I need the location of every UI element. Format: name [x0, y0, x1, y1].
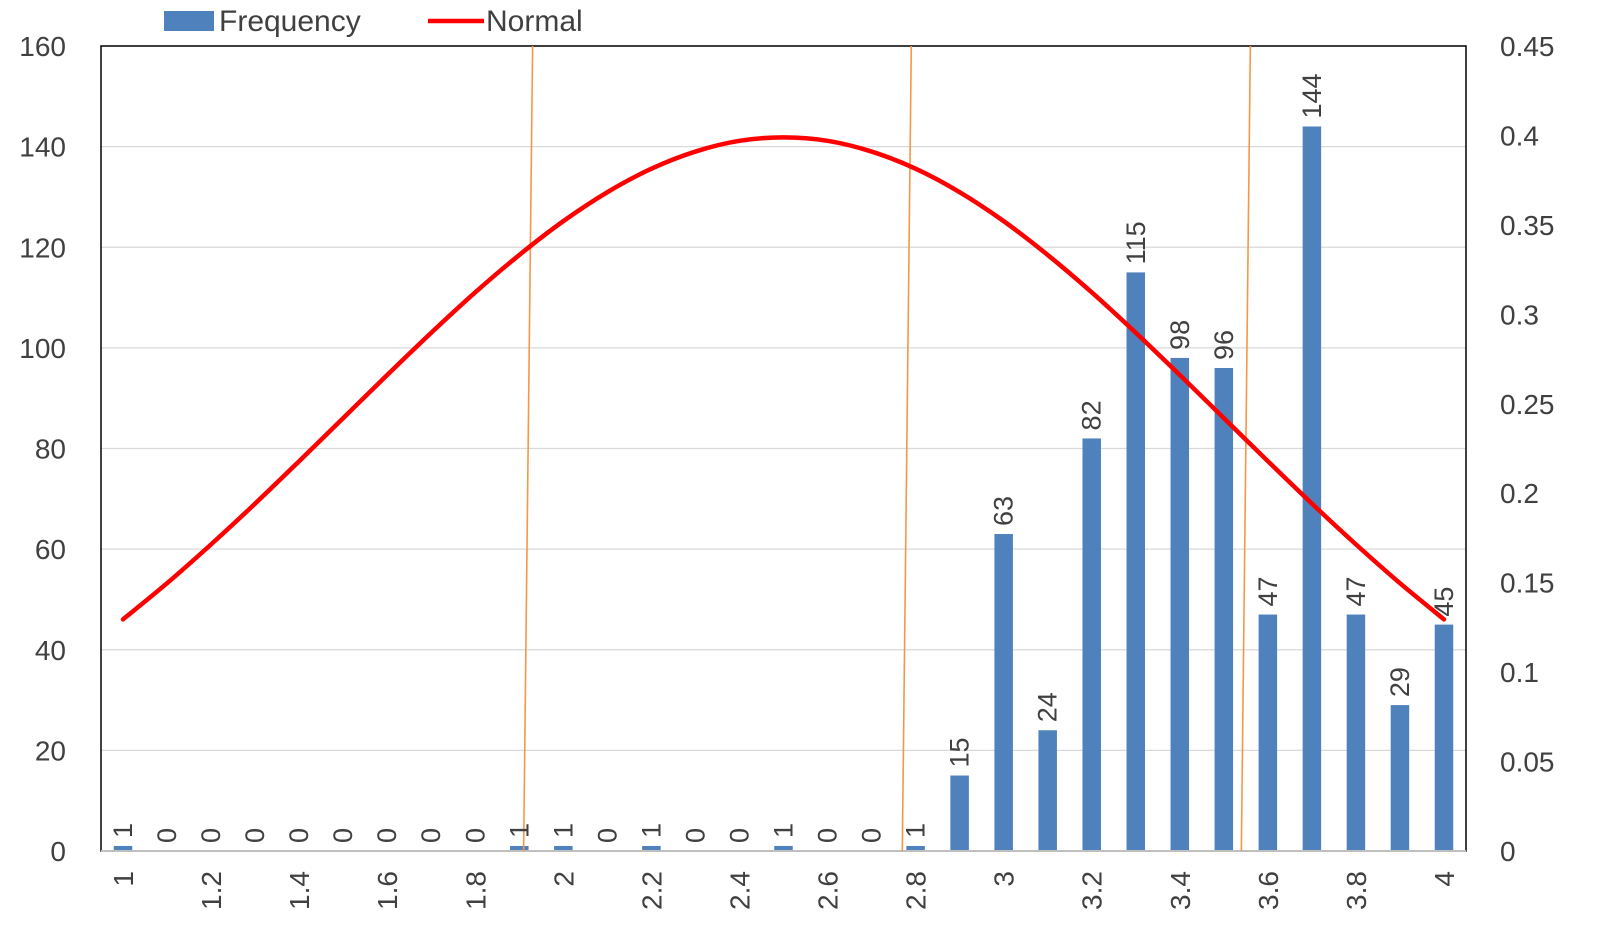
bar	[113, 845, 133, 851]
data-label: 0	[592, 828, 622, 843]
data-label: 1	[769, 823, 799, 838]
x-tick-label: 3	[989, 871, 1020, 887]
bar	[1214, 368, 1234, 851]
bar	[906, 845, 925, 851]
x-tick-label: 1.4	[284, 871, 315, 910]
x-tick-label: 3.8	[1341, 871, 1372, 910]
x-tick-label: 2.2	[636, 871, 667, 910]
bar	[1038, 730, 1057, 851]
data-label: 0	[240, 828, 270, 843]
bar	[774, 845, 793, 851]
data-label: 1	[548, 823, 578, 838]
y-left-tick-label: 140	[19, 132, 66, 163]
data-label: 115	[1121, 221, 1151, 264]
data-label: 1	[901, 823, 931, 838]
data-label: 0	[196, 828, 226, 843]
bar	[1258, 614, 1278, 851]
reference-line	[522, 45, 534, 852]
y-left-tick-label: 120	[19, 232, 66, 263]
data-label: 24	[1033, 692, 1063, 722]
normal-curve	[120, 135, 1447, 622]
x-tick-label: 1.6	[372, 871, 403, 910]
y-right-tick-label: 0	[1500, 836, 1516, 867]
data-label: 0	[416, 828, 446, 843]
reference-line	[901, 45, 913, 852]
y-right-tick-label: 0.15	[1500, 568, 1555, 599]
data-label: 144	[1297, 73, 1327, 118]
data-label: 1	[504, 823, 534, 838]
bar	[554, 845, 573, 851]
bar	[1390, 705, 1410, 851]
x-tick-label: 1.2	[196, 871, 227, 910]
data-label: 29	[1385, 667, 1415, 697]
y-right-tick-label: 0.25	[1500, 389, 1555, 420]
x-tick-label: 1.8	[460, 871, 491, 910]
data-label: 0	[724, 828, 754, 843]
y-left-tick-label: 80	[35, 434, 66, 465]
legend-swatch-frequency	[164, 11, 214, 31]
data-label: 82	[1077, 400, 1107, 430]
bar	[1434, 624, 1454, 851]
reference-line	[1240, 45, 1252, 852]
data-label: 0	[813, 828, 843, 843]
y-left-tick-label: 100	[19, 333, 66, 364]
data-label: 0	[460, 828, 490, 843]
x-tick-label: 2.6	[813, 871, 844, 910]
y-left-tick-label: 0	[50, 836, 66, 867]
data-label: 47	[1341, 576, 1371, 606]
data-label: 0	[372, 828, 402, 843]
bar	[510, 845, 529, 851]
data-label: 0	[328, 828, 358, 843]
y-right-tick-label: 0.45	[1500, 31, 1555, 62]
y-left-tick-label: 40	[35, 635, 66, 666]
y-left-tick-label: 20	[35, 735, 66, 766]
bar	[1170, 357, 1190, 851]
data-label: 15	[945, 737, 975, 767]
bar	[1126, 272, 1146, 851]
y-right-tick-label: 0.3	[1500, 299, 1539, 330]
data-label: 1	[636, 823, 666, 838]
y-right-tick-label: 0.2	[1500, 478, 1539, 509]
legend-label-normal: Normal	[486, 5, 583, 38]
bar	[950, 775, 969, 851]
data-label: 1	[108, 823, 138, 838]
data-label: 98	[1165, 320, 1195, 350]
x-tick-label: 2.4	[724, 871, 755, 910]
bar	[642, 845, 661, 851]
y-left-tick-label: 160	[19, 31, 66, 62]
y-right-tick-label: 0.1	[1500, 657, 1539, 688]
x-tick-label: 1	[108, 871, 139, 887]
data-label: 96	[1209, 330, 1239, 360]
y-right-tick-label: 0.05	[1500, 747, 1555, 778]
x-tick-label: 3.6	[1253, 871, 1284, 910]
bar	[1302, 126, 1322, 851]
x-tick-label: 4	[1429, 871, 1460, 887]
bar	[1346, 614, 1366, 851]
data-label: 0	[152, 828, 182, 843]
data-label: 0	[284, 828, 314, 843]
data-label: 0	[680, 828, 710, 843]
y-right-tick-label: 0.4	[1500, 120, 1539, 151]
x-tick-label: 3.2	[1077, 871, 1108, 910]
legend-label-frequency: Frequency	[219, 5, 361, 38]
y-left-tick-label: 60	[35, 534, 66, 565]
bar	[1082, 438, 1101, 851]
y-right-tick-label: 0.35	[1500, 210, 1555, 241]
x-tick-label: 2	[548, 871, 579, 887]
bar	[994, 534, 1013, 851]
x-tick-label: 3.4	[1165, 871, 1196, 910]
x-tick-label: 2.8	[901, 871, 932, 910]
data-label: 63	[989, 496, 1019, 526]
data-label: 47	[1253, 576, 1283, 606]
data-label: 0	[857, 828, 887, 843]
